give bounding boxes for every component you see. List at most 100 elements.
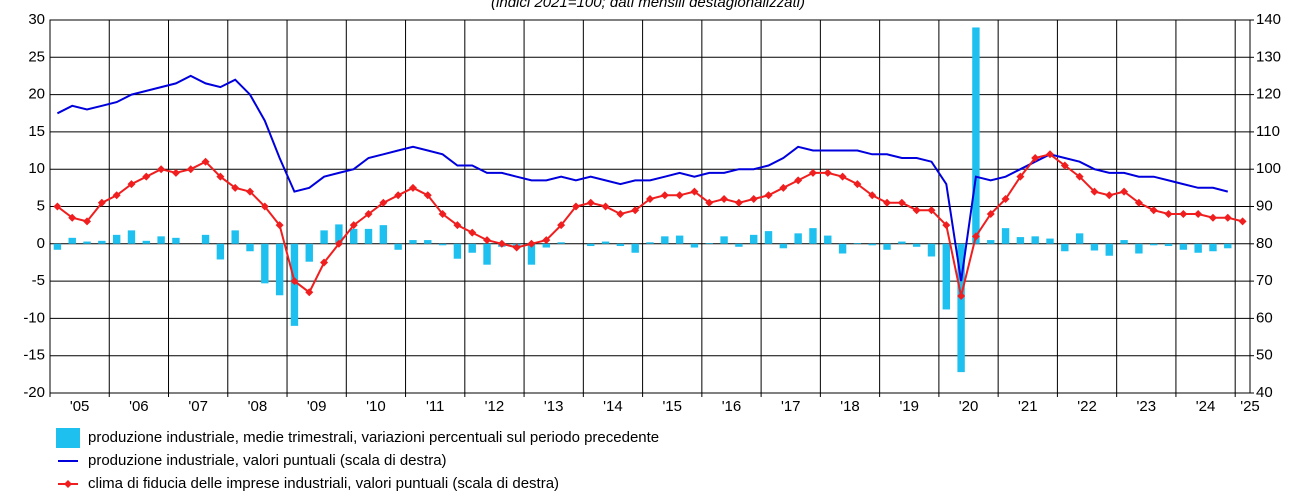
bar [957, 243, 965, 373]
marker [557, 221, 566, 230]
y2-tick-label: 140 [1256, 11, 1281, 28]
marker [1016, 172, 1025, 181]
bar [83, 241, 91, 244]
marker [601, 202, 610, 211]
marker [186, 165, 195, 174]
marker [942, 221, 951, 230]
marker [127, 180, 136, 189]
bar [735, 243, 743, 247]
bar [275, 243, 284, 296]
y-tick-label: 25 [28, 48, 45, 65]
bar [809, 228, 817, 244]
bar [853, 243, 862, 244]
marker [290, 277, 299, 286]
bar [912, 243, 921, 247]
marker [1075, 172, 1084, 181]
bar [379, 225, 388, 244]
x-tick-label: '22 [1077, 398, 1097, 415]
bar [764, 231, 773, 244]
x-tick-label: '20 [959, 398, 979, 415]
bar [157, 236, 165, 244]
bar [794, 233, 802, 244]
marker [112, 191, 121, 200]
bar [305, 243, 313, 262]
legend-swatch [56, 428, 80, 448]
marker [1223, 213, 1232, 222]
bar [246, 243, 254, 252]
marker [320, 258, 329, 267]
bar [972, 27, 980, 244]
marker [512, 243, 521, 252]
y2-tick-label: 70 [1256, 272, 1273, 289]
marker [68, 213, 77, 222]
marker [157, 165, 166, 174]
bar [1150, 243, 1158, 246]
x-tick-label: '17 [781, 398, 801, 415]
x-tick-label: '13 [544, 398, 564, 415]
marker [1060, 161, 1069, 170]
bar [483, 243, 491, 265]
bar [868, 243, 876, 246]
y2-tick-label: 130 [1256, 48, 1281, 65]
plot-frame [49, 19, 1251, 394]
legend-label: produzione industriale, medie trimestral… [88, 429, 659, 446]
marker [1090, 187, 1099, 196]
marker [927, 206, 936, 215]
y-tick-label: 15 [28, 123, 45, 140]
bar [601, 241, 610, 244]
bar [231, 230, 239, 244]
marker [646, 195, 654, 204]
y-tick-label: -10 [23, 309, 45, 326]
bar [216, 243, 225, 260]
line [56, 74, 1229, 282]
marker [246, 187, 254, 196]
marker [305, 288, 314, 297]
marker [838, 172, 847, 181]
legend-marker [64, 480, 72, 488]
marker [1120, 187, 1129, 196]
x-tick-label: '24 [1196, 398, 1216, 415]
marker [853, 180, 862, 189]
y-tick-label: 10 [28, 160, 45, 177]
bar [172, 237, 180, 244]
marker [1194, 209, 1203, 218]
bar [987, 240, 995, 244]
bar [1105, 243, 1113, 256]
bar [750, 234, 758, 244]
marker [438, 209, 447, 218]
y-tick-label: -15 [23, 347, 45, 364]
y2-tick-label: 110 [1256, 123, 1280, 140]
marker [690, 187, 699, 196]
bar [350, 228, 358, 244]
bar [898, 241, 906, 244]
x-tick-label: '08 [248, 398, 268, 415]
marker [483, 236, 492, 245]
bar [587, 243, 595, 247]
legend-label: produzione industriale, valori puntuali … [88, 452, 447, 469]
bar [1164, 243, 1173, 247]
bar [1031, 236, 1039, 244]
bar [661, 236, 669, 244]
marker [423, 191, 432, 200]
y2-tick-label: 60 [1256, 309, 1273, 326]
line [56, 153, 1243, 297]
bar [201, 234, 210, 244]
y2-tick-label: 50 [1256, 347, 1273, 364]
bar [1001, 228, 1010, 244]
marker [542, 236, 551, 245]
marker [749, 195, 758, 204]
marker [275, 221, 284, 230]
y2-tick-label: 80 [1256, 235, 1273, 252]
marker [986, 209, 995, 218]
marker [808, 168, 817, 177]
bar [942, 243, 950, 310]
marker [231, 183, 240, 192]
marker [957, 292, 966, 301]
marker [142, 172, 151, 181]
bar [1209, 243, 1217, 252]
marker [705, 198, 714, 207]
y-tick-label: -20 [23, 384, 45, 401]
marker [1105, 191, 1114, 200]
y-tick-label: 5 [37, 197, 45, 214]
